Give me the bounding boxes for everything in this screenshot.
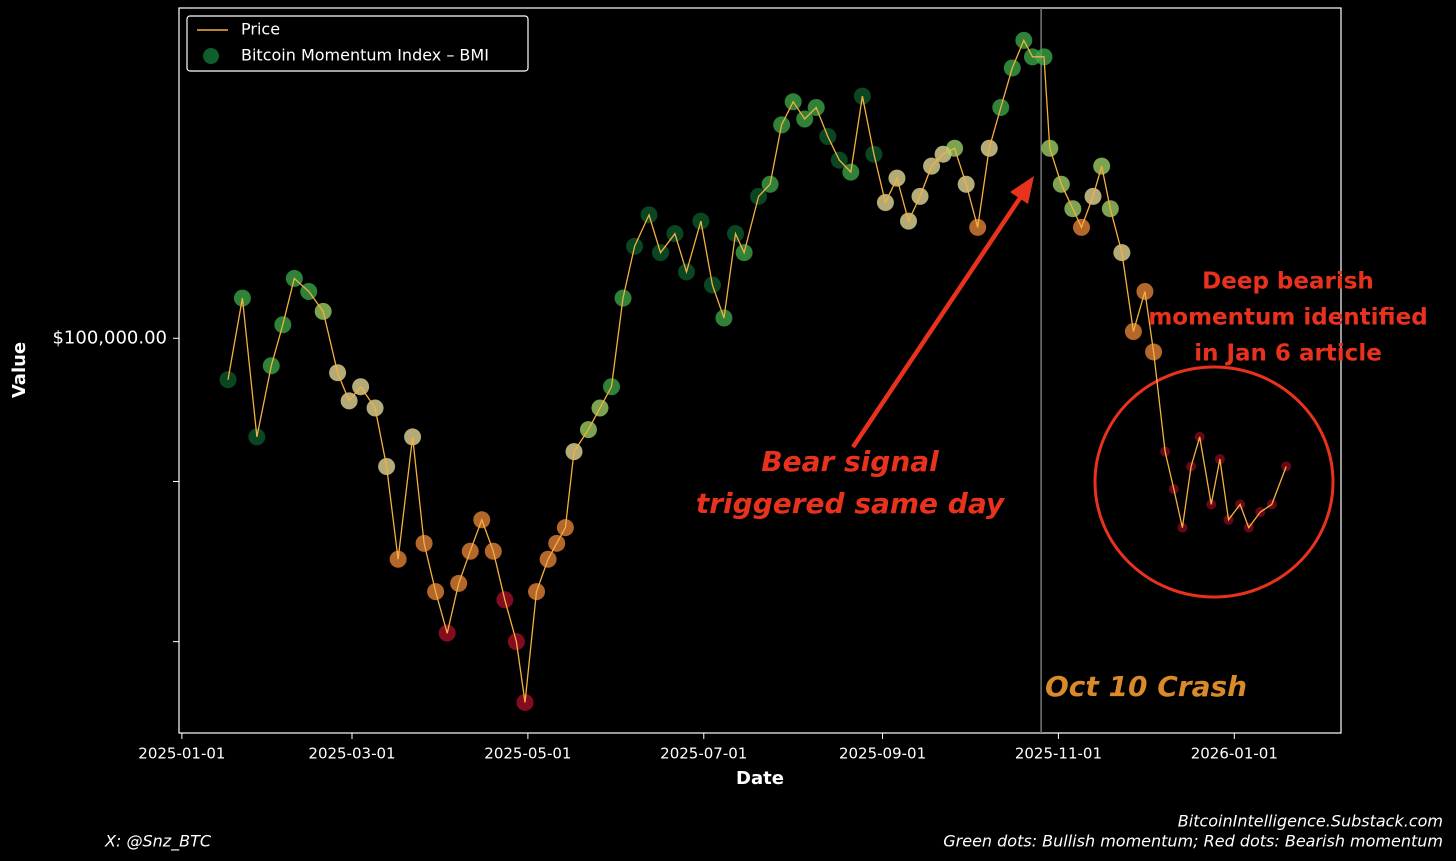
plot-frame — [178, 7, 1342, 734]
annotation: momentum identified — [1148, 305, 1427, 331]
x-tick-label: 2025-09-01 — [839, 745, 926, 763]
legend-swatch — [203, 48, 219, 64]
x-tick-label: 2025-05-01 — [484, 745, 571, 763]
x-tick-label: 2025-03-01 — [308, 745, 395, 763]
price-line — [227, 38, 1287, 703]
legend-label: Price — [241, 20, 280, 39]
legend-box — [186, 15, 529, 72]
footer-right: Green dots: Bullish momentum; Red dots: … — [943, 832, 1443, 851]
bmi-dot — [1281, 461, 1292, 472]
y-tick-label: $100,000.00 — [52, 327, 167, 348]
x-tick-label: 2025-11-01 — [1015, 745, 1102, 763]
highlight-circle — [1093, 365, 1335, 599]
x-tick-label: 2025-01-01 — [138, 745, 225, 763]
arrow-head — [1010, 176, 1034, 204]
annotation: Deep bearish — [1202, 269, 1374, 295]
x-tick-label: 2026-01-01 — [1191, 745, 1278, 763]
legend-label: Bitcoin Momentum Index – BMI — [241, 46, 489, 65]
y-axis-label: Value — [9, 342, 30, 398]
arrow-shaft — [851, 196, 1022, 449]
annotation: triggered same day — [696, 487, 1006, 520]
annotation: in Jan 6 article — [1194, 341, 1382, 367]
x-tick-label: 2025-07-01 — [660, 745, 747, 763]
footer-right: BitcoinIntelligence.Substack.com — [1178, 812, 1443, 831]
event-label: Oct 10 Crash — [1045, 670, 1247, 703]
footer-left: X: @Snz_BTC — [104, 832, 212, 852]
x-axis-label: Date — [736, 768, 784, 789]
annotation: Bear signal — [761, 445, 939, 478]
